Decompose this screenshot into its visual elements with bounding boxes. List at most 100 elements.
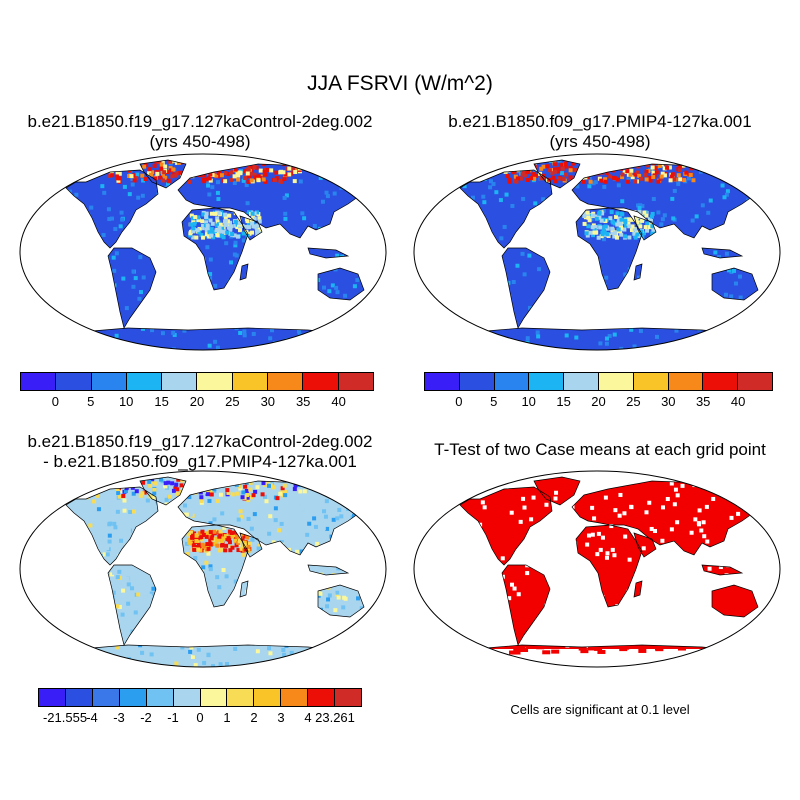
colorbar-box xyxy=(21,373,57,390)
colorbar-panel2: 0 5 10 15 20 25 30 35 40 xyxy=(424,372,773,409)
colorbar-label: 30 xyxy=(661,394,676,409)
colorbar-label: 5 xyxy=(87,394,95,409)
panel4-title-line1: T-Test of two Case means at each grid po… xyxy=(434,440,766,459)
colorbar-box xyxy=(200,689,228,706)
panel1-title-line2: (yrs 450-498) xyxy=(149,132,251,151)
map-border xyxy=(413,470,781,668)
colorbar-box xyxy=(268,373,304,390)
colorbar-box xyxy=(564,373,599,390)
map-border xyxy=(19,153,387,351)
coastline-australia xyxy=(317,584,365,618)
coastline-arabia xyxy=(633,532,657,558)
colorbar-label: 25 xyxy=(626,394,641,409)
map-border xyxy=(19,470,387,668)
coastline-australia xyxy=(711,267,759,301)
colorbar-box xyxy=(668,373,704,390)
colorbar-label: 20 xyxy=(591,394,606,409)
colorbar-label: 3 xyxy=(277,710,285,725)
coastline-australia xyxy=(711,584,759,618)
coastline-indonesia xyxy=(701,564,744,576)
colorbar-box xyxy=(56,373,92,390)
panel1-title-line1: b.e21.B1850.f19_g17.127kaControl-2deg.00… xyxy=(27,112,373,131)
colorbar-box xyxy=(459,373,495,390)
colorbar-box xyxy=(303,373,339,390)
map-border xyxy=(413,153,781,351)
colorbar-box xyxy=(39,689,66,706)
colorbar-label: -4 xyxy=(86,710,98,725)
colorbar-box xyxy=(197,373,233,390)
coastline-greenland xyxy=(533,476,581,506)
colorbar-box xyxy=(119,689,147,706)
colorbar-box xyxy=(232,373,269,390)
colorbar-labels: -21.555 -4 -3 -2 -1 0 1 2 3 4 23.261 xyxy=(38,707,362,725)
colorbar-label: -2 xyxy=(140,710,152,725)
coastline-southamerica xyxy=(107,564,157,646)
panel3-map xyxy=(19,470,387,668)
coastline-madagascar xyxy=(239,263,249,281)
colorbar-boxes xyxy=(38,688,362,707)
coastline-northamerica xyxy=(65,169,159,249)
colorbar-label: 25 xyxy=(225,394,240,409)
colorbar-box xyxy=(254,689,282,706)
colorbar-label: 0 xyxy=(51,394,60,409)
colorbar-label: 0 xyxy=(455,394,463,409)
colorbar-box xyxy=(173,689,201,706)
colorbar-label: -3 xyxy=(113,710,125,725)
coastline-indonesia xyxy=(701,247,744,259)
colorbar-label: 40 xyxy=(331,394,346,409)
figure-title: JJA FSRVI (W/m^2) xyxy=(307,72,493,95)
coastline-greenland xyxy=(139,476,187,506)
colorbar-label: 20 xyxy=(189,394,205,409)
coastline-greenland xyxy=(139,159,187,189)
colorbar-box xyxy=(91,373,127,390)
colorbar-label: 15 xyxy=(154,394,169,409)
coastline-africa xyxy=(575,207,643,291)
colorbar-label: 30 xyxy=(260,394,276,409)
panel3-title-line2: - b.e21.B1850.f09_g17.PMIP4-127ka.001 xyxy=(43,452,357,471)
colorbar-box xyxy=(281,689,309,706)
coastline-madagascar xyxy=(633,580,643,598)
colorbar-box xyxy=(146,689,174,706)
colorbar-label: 4 xyxy=(304,710,312,725)
colorbar-box xyxy=(425,373,460,390)
coastline-greenland xyxy=(533,159,581,189)
colorbar-box xyxy=(529,373,565,390)
colorbar-box xyxy=(126,373,163,390)
colorbar-label: 5 xyxy=(490,394,498,409)
colorbar-boxes xyxy=(20,372,374,391)
colorbar-box xyxy=(65,689,93,706)
colorbar-box xyxy=(494,373,530,390)
colorbar-box xyxy=(738,373,772,390)
colorbar-difference: -21.555 -4 -3 -2 -1 0 1 2 3 4 23.261 xyxy=(38,688,362,725)
coastline-africa xyxy=(181,524,249,608)
coastline-southamerica xyxy=(501,247,551,329)
coastline-indonesia xyxy=(307,564,350,576)
colorbar-label: 2 xyxy=(250,710,258,725)
panel3-title-line1: b.e21.B1850.f19_g17.127kaControl-2deg.00… xyxy=(27,432,373,451)
colorbar-label: -1 xyxy=(167,710,179,725)
coastline-northamerica xyxy=(459,486,553,566)
coastline-northamerica xyxy=(65,486,159,566)
coastline-indonesia xyxy=(307,247,350,259)
coastline-madagascar xyxy=(633,263,643,281)
colorbar-box xyxy=(92,689,120,706)
panel2-title-line1: b.e21.B1850.f09_g17.PMIP4-127ka.001 xyxy=(448,112,752,131)
panel4-title: T-Test of two Case means at each grid po… xyxy=(400,440,800,460)
colorbar-box xyxy=(162,373,198,390)
coastline-africa xyxy=(575,524,643,608)
colorbar-box xyxy=(633,373,669,390)
panel1-title: b.e21.B1850.f19_g17.127kaControl-2deg.00… xyxy=(0,112,400,152)
colorbar-box xyxy=(308,689,336,706)
panel2-title-line2: (yrs 450-498) xyxy=(549,132,651,151)
coastline-africa xyxy=(181,207,249,291)
colorbar-box xyxy=(335,689,362,706)
colorbar-boxes xyxy=(424,372,773,391)
colorbar-label: 40 xyxy=(730,394,746,409)
coastline-southamerica xyxy=(501,564,551,646)
coastline-madagascar xyxy=(239,580,249,598)
panel3-title: b.e21.B1850.f19_g17.127kaControl-2deg.00… xyxy=(0,432,400,472)
coastline-arabia xyxy=(239,532,263,558)
colorbar-label: 15 xyxy=(556,394,571,409)
panel2-title: b.e21.B1850.f09_g17.PMIP4-127ka.001 (yrs… xyxy=(400,112,800,152)
panel4-map xyxy=(413,470,781,668)
